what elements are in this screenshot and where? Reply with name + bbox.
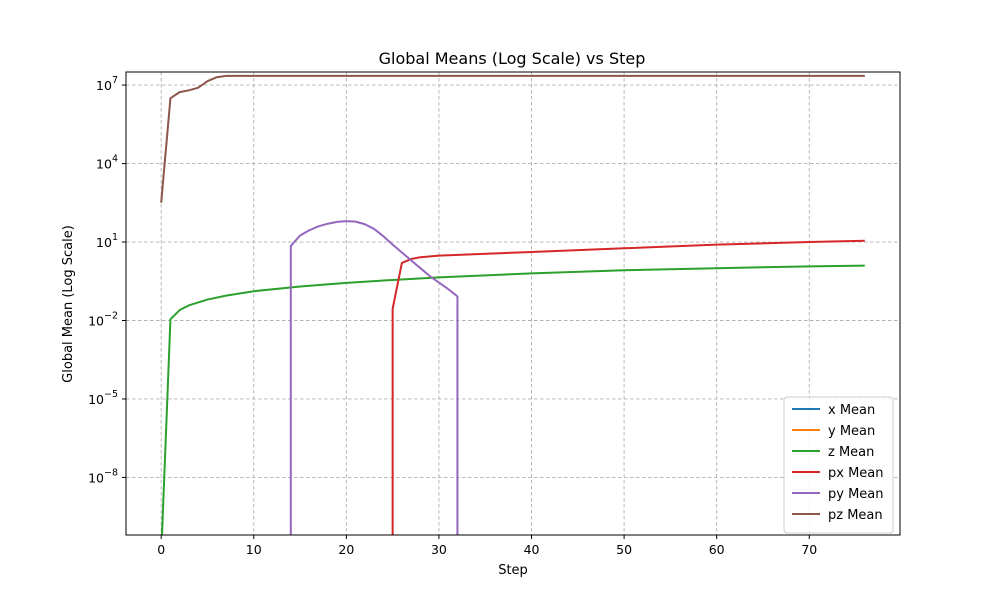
y-tick-label: 101 [96,232,118,250]
legend: x Mean y Mean z Mean px Mean py Mean pz Mean [783,396,894,534]
legend-label-x-mean: x Mean [828,403,875,418]
x-axis-label: Step [498,563,528,578]
x-tick-label: 30 [431,542,447,557]
series-line-px-mean [391,239,865,535]
x-tick-label: 60 [709,542,725,557]
y-ticks: 10−8 10−5 10−2 101 104 107 [88,75,126,485]
series-line-pz-mean [160,74,865,203]
legend-label-y-mean: y Mean [828,424,875,439]
y-tick-label: 10−5 [88,389,118,407]
legend-label-py-mean: py Mean [828,487,884,502]
x-tick-label: 70 [801,542,817,557]
legend-label-px-mean: px Mean [828,466,884,481]
legend-label-pz-mean: pz Mean [828,508,883,523]
y-tick-label: 10−2 [88,311,118,329]
series-line-py-mean [289,220,459,535]
x-tick-label: 50 [616,542,632,557]
x-tick-label: 0 [157,542,165,557]
y-tick-label: 104 [96,154,118,172]
x-tick-label: 10 [246,542,262,557]
plot-frame [125,71,901,536]
x-tick-label: 40 [524,542,540,557]
x-ticks: 0 10 20 30 40 50 60 70 [157,535,817,557]
chart-title: Global Means (Log Scale) vs Step [379,49,646,68]
series-layer [160,74,865,535]
x-tick-label: 20 [338,542,354,557]
y-tick-label: 107 [96,75,118,93]
legend-label-z-mean: z Mean [828,445,874,460]
y-axis-label: Global Mean (Log Scale) [61,225,76,383]
series-line-z-mean [160,264,865,535]
y-tick-label: 10−8 [88,467,118,485]
